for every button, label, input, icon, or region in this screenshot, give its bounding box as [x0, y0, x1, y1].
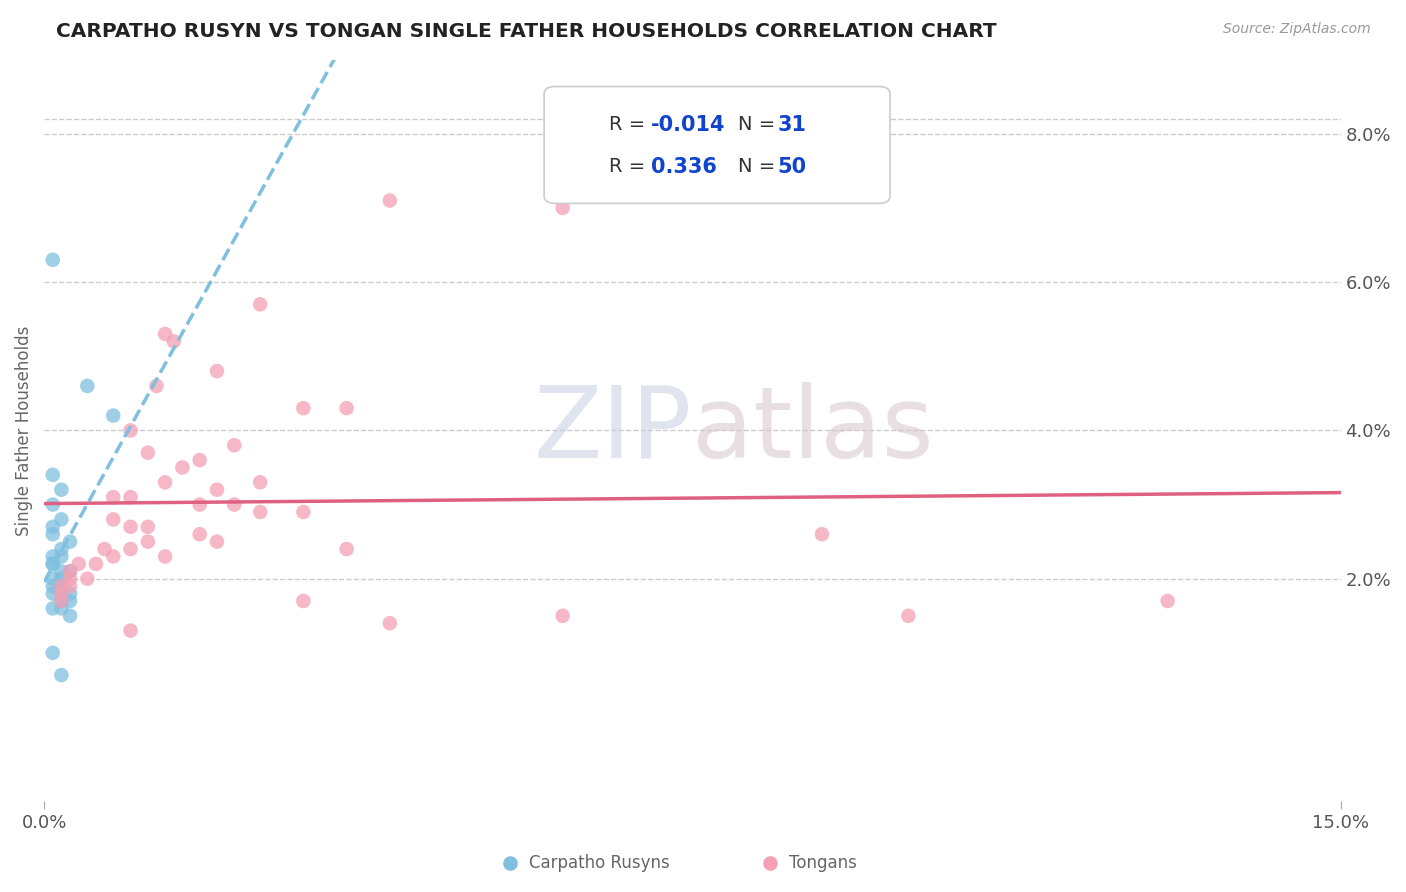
Point: [42, 557, 65, 571]
Point: [84, 557, 107, 571]
Point: [205, 364, 228, 378]
Point: [51, 549, 73, 564]
Point: [172, 460, 194, 475]
Point: [120, 424, 142, 438]
Text: CARPATHO RUSYN VS TONGAN SINGLE FATHER HOUSEHOLDS CORRELATION CHART: CARPATHO RUSYN VS TONGAN SINGLE FATHER H…: [56, 22, 997, 41]
Point: [292, 594, 315, 608]
Point: [224, 498, 246, 512]
Point: [249, 475, 271, 490]
Point: [93, 542, 115, 557]
Point: [336, 542, 359, 557]
Text: Tongans: Tongans: [789, 855, 856, 872]
Point: [136, 445, 159, 459]
Point: [51, 601, 73, 615]
Point: [67, 557, 90, 571]
Point: [42, 601, 65, 615]
Point: [51, 572, 73, 586]
Point: [59, 579, 82, 593]
Point: [51, 512, 73, 526]
Point: [42, 549, 65, 564]
Point: [42, 498, 65, 512]
Point: [51, 586, 73, 600]
Point: [51, 483, 73, 497]
Point: [103, 490, 125, 504]
Point: [59, 608, 82, 623]
Point: [205, 534, 228, 549]
Point: [136, 520, 159, 534]
Point: [249, 505, 271, 519]
Text: 50: 50: [778, 157, 807, 177]
Point: [188, 498, 211, 512]
Point: [42, 579, 65, 593]
Point: [224, 438, 246, 452]
Y-axis label: Single Father Households: Single Father Households: [15, 326, 32, 535]
Point: [188, 453, 211, 467]
Point: [51, 579, 73, 593]
Point: [378, 194, 401, 208]
Point: [153, 549, 176, 564]
Point: [51, 594, 73, 608]
Point: [51, 542, 73, 557]
Point: [551, 201, 574, 215]
Point: [59, 594, 82, 608]
Point: [42, 572, 65, 586]
Point: [499, 856, 522, 871]
Point: [42, 252, 65, 267]
Point: [42, 557, 65, 571]
Point: [136, 534, 159, 549]
Point: [1156, 594, 1178, 608]
Text: R =: R =: [609, 115, 651, 135]
Point: [759, 856, 782, 871]
Point: [76, 379, 98, 393]
Point: [145, 379, 167, 393]
Point: [59, 564, 82, 578]
Point: [42, 467, 65, 482]
Point: [292, 401, 315, 416]
Point: [378, 616, 401, 631]
Point: [51, 594, 73, 608]
Point: [120, 490, 142, 504]
Text: N =: N =: [738, 115, 782, 135]
Point: [153, 475, 176, 490]
Text: atlas: atlas: [692, 382, 934, 479]
Point: [249, 297, 271, 311]
Text: -0.014: -0.014: [651, 115, 725, 135]
Point: [59, 586, 82, 600]
Point: [59, 534, 82, 549]
Point: [42, 646, 65, 660]
Point: [42, 527, 65, 541]
Point: [59, 572, 82, 586]
Text: Carpatho Rusyns: Carpatho Rusyns: [529, 855, 669, 872]
Point: [292, 505, 315, 519]
Text: R =: R =: [609, 157, 658, 177]
Text: Source: ZipAtlas.com: Source: ZipAtlas.com: [1223, 22, 1371, 37]
Point: [120, 624, 142, 638]
Point: [42, 520, 65, 534]
Point: [51, 668, 73, 682]
Point: [336, 401, 359, 416]
Point: [120, 542, 142, 557]
Point: [59, 564, 82, 578]
Point: [897, 608, 920, 623]
Point: [76, 572, 98, 586]
Point: [103, 549, 125, 564]
Point: [51, 564, 73, 578]
Text: N =: N =: [738, 157, 782, 177]
Point: [51, 586, 73, 600]
Text: ZIP: ZIP: [534, 382, 692, 479]
Point: [153, 326, 176, 341]
Point: [811, 527, 834, 541]
Point: [51, 579, 73, 593]
Point: [163, 334, 186, 349]
Point: [103, 409, 125, 423]
Point: [205, 483, 228, 497]
Point: [551, 608, 574, 623]
Point: [103, 512, 125, 526]
Point: [120, 520, 142, 534]
Point: [42, 586, 65, 600]
Text: 31: 31: [778, 115, 807, 135]
Point: [188, 527, 211, 541]
Text: 0.336: 0.336: [651, 157, 717, 177]
